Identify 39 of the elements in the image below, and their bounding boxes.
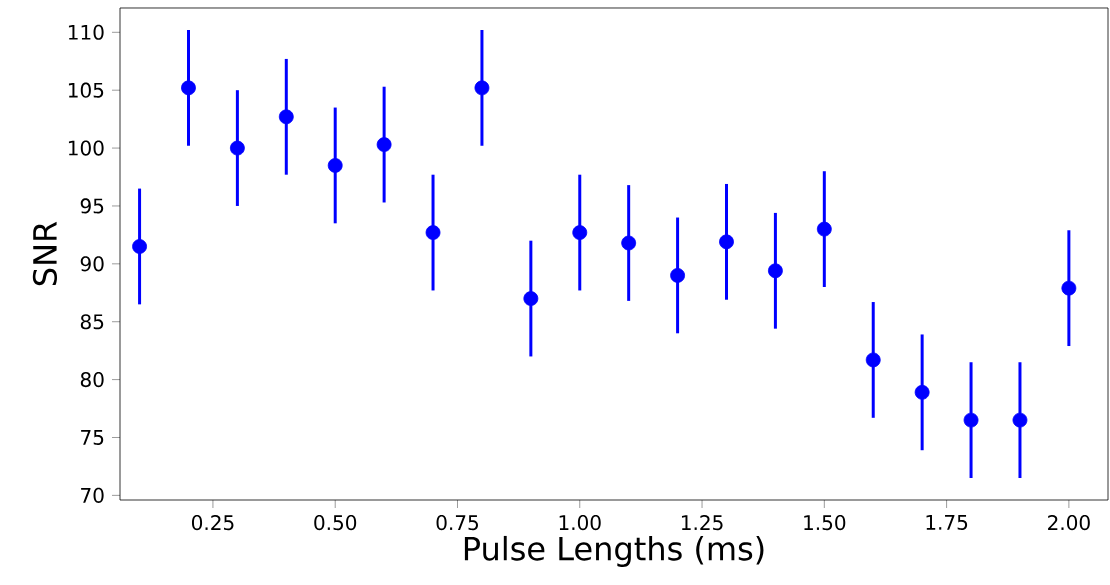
y-tick-label: 70 xyxy=(81,487,104,503)
y-tick-label: 80 xyxy=(80,372,104,388)
point xyxy=(278,109,294,125)
point xyxy=(621,235,637,251)
y-tick-label: 85 xyxy=(80,314,104,330)
point xyxy=(132,239,147,254)
x-tick-label: 0.75 xyxy=(436,515,478,531)
y-tick-label: 110 xyxy=(68,24,104,40)
point xyxy=(768,263,783,279)
point xyxy=(719,234,734,250)
point xyxy=(327,158,343,173)
point xyxy=(523,291,539,306)
point xyxy=(181,80,196,96)
y-tick-label: 105 xyxy=(68,82,104,98)
point xyxy=(865,352,881,368)
x-tick-label: 1.25 xyxy=(681,515,723,531)
x-tick-label: 0.25 xyxy=(191,515,234,531)
point xyxy=(1061,280,1077,296)
point xyxy=(963,412,979,428)
y-tick-label: 90 xyxy=(80,256,104,272)
y-tick-label: 100 xyxy=(68,140,104,156)
y-tick-label: 95 xyxy=(80,198,104,214)
y-tick-label: 75 xyxy=(81,430,104,445)
x-tick-label: 1.75 xyxy=(926,515,968,530)
point xyxy=(670,268,685,283)
x-tick-label: 1.00 xyxy=(559,515,601,531)
point xyxy=(474,80,490,96)
point xyxy=(229,140,245,156)
x-tick-label: 0.50 xyxy=(314,515,357,531)
point xyxy=(914,384,930,400)
point xyxy=(376,137,392,152)
point xyxy=(425,225,441,240)
point xyxy=(572,225,588,240)
x-tick-label: 1.50 xyxy=(804,515,846,531)
x-axis-title: Pulse Lengths (ms) xyxy=(464,535,764,567)
point xyxy=(816,221,832,237)
y-axis-title: SNR xyxy=(32,221,58,286)
x-tick-label: 2.00 xyxy=(1048,515,1090,531)
point xyxy=(1012,412,1028,428)
